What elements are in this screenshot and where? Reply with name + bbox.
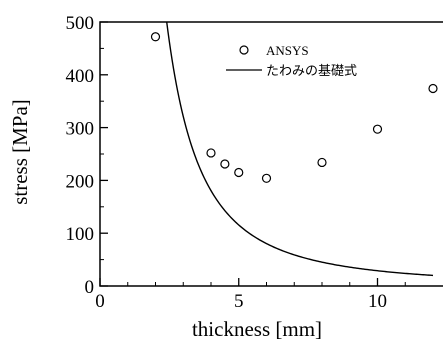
x-tick-label: 10 xyxy=(368,291,387,312)
y-tick-label: 200 xyxy=(66,171,95,192)
data-point-ansys xyxy=(234,167,244,178)
x-tick-label: 5 xyxy=(234,291,244,312)
x-axis-title: thickness [mm] xyxy=(192,317,322,341)
y-tick-label: 0 xyxy=(85,277,95,298)
data-point-ansys xyxy=(220,159,230,169)
data-point-ansys xyxy=(150,32,161,42)
y-tick-label: 400 xyxy=(66,66,95,87)
legend-marker-ansys xyxy=(239,45,249,55)
data-point-ansys xyxy=(428,83,438,94)
x-tick-label: 0 xyxy=(95,291,105,312)
y-tick-label: 100 xyxy=(66,224,95,245)
y-axis-title: stress [MPa] xyxy=(8,99,32,205)
data-point-ansys xyxy=(317,157,327,168)
legend-label-ansys: ANSYS xyxy=(266,43,309,58)
legend-label-formula: たわみの基礎式 xyxy=(266,63,357,78)
y-tick-label: 300 xyxy=(66,119,95,140)
chart-marks: 0 100 200 300 400 500 0 5 10 thickness [mm] stress… xyxy=(8,13,443,341)
data-point-ansys xyxy=(261,173,272,183)
y-tick-label: 500 xyxy=(66,13,95,34)
data-point-ansys xyxy=(372,124,383,134)
series-line-deflection-formula xyxy=(166,22,434,277)
data-point-ansys xyxy=(206,148,216,158)
